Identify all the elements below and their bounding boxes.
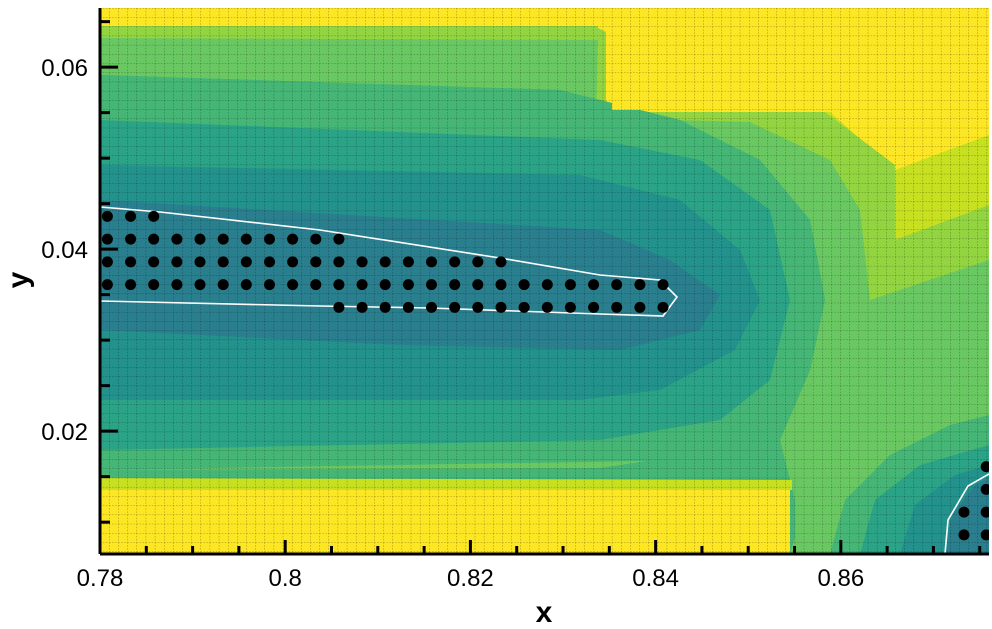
data-marker [171,256,183,268]
data-marker [125,233,137,245]
data-marker [148,210,160,222]
data-marker [125,256,137,268]
data-marker [101,233,113,245]
data-marker [958,506,970,518]
data-marker [264,233,275,245]
data-marker [310,233,322,245]
data-marker [171,279,183,291]
data-marker [449,279,461,291]
marker-group [101,210,989,541]
y-tick-label: 0.02 [41,419,88,446]
data-marker [125,210,137,222]
x-tick-label: 0.86 [817,565,864,592]
data-marker [518,301,530,313]
data-marker [634,301,646,313]
data-marker [379,279,391,291]
contour-line-corner [944,473,989,554]
data-marker [240,233,252,245]
data-marker [426,279,437,291]
data-marker [657,301,669,313]
data-marker [980,483,989,495]
data-marker [287,233,299,245]
data-marker [402,256,414,268]
data-marker [171,233,183,245]
data-marker [287,279,299,291]
data-marker [264,256,275,268]
data-marker [541,279,553,291]
data-marker [518,279,530,291]
data-marker [980,461,989,473]
data-marker [611,279,623,291]
data-marker [333,256,345,268]
data-marker [472,279,484,291]
x-axis-title: x [536,596,553,629]
data-marker [564,279,576,291]
y-tick-label: 0.06 [41,55,88,82]
data-marker [958,529,970,541]
y-tick-label: 0.04 [41,237,88,264]
data-marker [449,256,461,268]
x-tick-label: 0.82 [447,565,494,592]
data-marker [310,256,322,268]
data-marker [240,256,252,268]
data-marker [402,279,414,291]
data-marker [148,256,160,268]
data-marker [240,279,252,291]
data-marker [356,279,368,291]
data-marker [541,301,553,313]
y-ticks: 0.02 0.04 0.06 [41,20,118,524]
data-marker [495,301,507,313]
data-marker [495,256,507,268]
data-marker [356,301,368,313]
x-tick-label: 0.8 [269,565,302,592]
data-marker [426,301,437,313]
data-marker [333,301,345,313]
data-marker [194,233,206,245]
data-marker [402,301,414,313]
data-marker [217,279,229,291]
data-marker [379,301,391,313]
data-marker [333,279,345,291]
data-marker [472,301,484,313]
data-marker [101,210,113,222]
x-tick-label: 0.78 [77,565,124,592]
data-marker [194,256,206,268]
data-marker [125,279,137,291]
data-marker [356,256,368,268]
data-marker [426,256,437,268]
data-marker [287,256,299,268]
data-marker [101,256,113,268]
data-marker [588,279,600,291]
data-marker [333,233,345,245]
data-marker [379,256,391,268]
x-ticks: 0.78 0.8 0.82 0.84 0.86 [77,540,982,592]
data-marker [217,233,229,245]
data-marker [310,279,322,291]
contour-field [100,8,989,554]
data-marker [472,256,484,268]
data-marker [564,301,576,313]
data-marker [657,279,669,291]
y-axis-title: y [2,271,35,288]
data-marker [449,301,461,313]
data-marker [980,529,989,541]
data-marker [101,279,113,291]
data-marker [148,233,160,245]
data-marker [611,301,623,313]
data-marker [217,256,229,268]
data-marker [194,279,206,291]
x-tick-label: 0.84 [632,565,679,592]
data-marker [495,279,507,291]
data-marker [980,506,989,518]
data-marker [148,279,160,291]
data-marker [264,279,275,291]
data-marker [588,301,600,313]
data-marker [634,279,646,291]
